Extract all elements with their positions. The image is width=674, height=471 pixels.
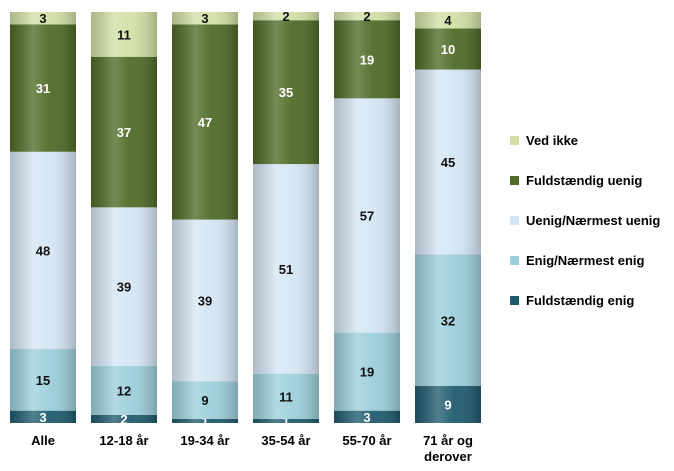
data-label: 47 bbox=[198, 115, 212, 130]
bar-shading bbox=[172, 219, 238, 382]
legend-item-fuldstændig-uenig: Fuldstændig uenig bbox=[510, 173, 642, 188]
x-tick-label: Alle bbox=[31, 433, 55, 448]
legend-swatch bbox=[510, 216, 519, 225]
legend: Ved ikke Fuldstændig uenig Uenig/Nærmest u… bbox=[510, 133, 660, 308]
bar-shading bbox=[334, 98, 400, 333]
x-tick-label: 35-54 år bbox=[261, 433, 310, 448]
data-label: 2 bbox=[120, 412, 127, 427]
legend-item-enig-nærmest-enig: Enig/Nærmest enig bbox=[510, 253, 645, 268]
data-label: 3 bbox=[201, 11, 208, 26]
bar-shading bbox=[172, 381, 238, 419]
data-label: 37 bbox=[117, 125, 131, 140]
data-label: 19 bbox=[360, 52, 374, 67]
bar-shading bbox=[10, 24, 76, 152]
data-label: 3 bbox=[363, 410, 370, 425]
data-label: 39 bbox=[117, 280, 131, 295]
data-label: 2 bbox=[363, 9, 370, 24]
bars-group: 3154831321239371119394731115135231957192… bbox=[10, 9, 481, 429]
bar-shading bbox=[91, 366, 157, 415]
legend-item-ved-ikke: Ved ikke bbox=[510, 133, 578, 148]
data-label: 9 bbox=[201, 393, 208, 408]
x-tick-label: 12-18 år bbox=[99, 433, 148, 448]
bar-shading bbox=[334, 12, 400, 21]
data-label: 3 bbox=[39, 11, 46, 26]
bar-shading bbox=[10, 151, 76, 350]
bar-shading bbox=[334, 332, 400, 411]
legend-item-uenig-nærmest-uenig: Uenig/Nærmest uenig bbox=[510, 213, 660, 228]
data-label: 39 bbox=[198, 294, 212, 309]
bar-shading bbox=[253, 12, 319, 21]
bar-shading bbox=[10, 410, 76, 423]
bar-shading bbox=[253, 373, 319, 419]
data-label: 57 bbox=[360, 208, 374, 223]
legend-label: Ved ikke bbox=[526, 133, 578, 148]
data-label: 1 bbox=[201, 414, 208, 429]
data-label: 15 bbox=[36, 373, 50, 388]
bar-shading bbox=[172, 12, 238, 25]
legend-label: Fuldstændig enig bbox=[526, 293, 634, 308]
bar-shading bbox=[253, 20, 319, 165]
legend-label: Fuldstændig uenig bbox=[526, 173, 642, 188]
data-label: 12 bbox=[117, 383, 131, 398]
data-label: 31 bbox=[36, 81, 50, 96]
legend-swatch bbox=[510, 256, 519, 265]
data-label: 48 bbox=[36, 243, 50, 258]
legend-swatch bbox=[510, 136, 519, 145]
legend-swatch bbox=[510, 176, 519, 185]
data-label: 9 bbox=[444, 398, 451, 413]
bar-shading bbox=[172, 24, 238, 220]
bar-shading bbox=[10, 12, 76, 25]
bar-shading bbox=[415, 254, 481, 387]
data-label: 19 bbox=[360, 365, 374, 380]
data-label: 1 bbox=[282, 414, 289, 429]
legend-swatch bbox=[510, 296, 519, 305]
bar-shading bbox=[415, 12, 481, 29]
data-label: 4 bbox=[444, 13, 452, 28]
x-tick-label: 55-70 år bbox=[342, 433, 391, 448]
bar-shading bbox=[91, 56, 157, 208]
bar-shading bbox=[91, 414, 157, 423]
data-label: 45 bbox=[441, 155, 455, 170]
bar-shading bbox=[91, 12, 157, 57]
bar-shading bbox=[415, 386, 481, 423]
bar-shading bbox=[91, 207, 157, 367]
data-label: 2 bbox=[282, 9, 289, 24]
data-label: 35 bbox=[279, 85, 293, 100]
x-axis-labels: Alle 12-18 år 19-34 år 35-54 år 55-70 år 71 å… bbox=[31, 433, 473, 464]
bar-shading bbox=[10, 349, 76, 411]
bar-shading bbox=[334, 410, 400, 423]
bar-shading bbox=[415, 69, 481, 255]
data-label: 11 bbox=[117, 27, 131, 42]
data-label: 10 bbox=[441, 42, 455, 57]
data-label: 11 bbox=[279, 389, 293, 404]
x-tick-label: 71 år og derover bbox=[423, 433, 473, 464]
bar-shading bbox=[172, 418, 238, 423]
data-label: 3 bbox=[39, 410, 46, 425]
bar-shading bbox=[334, 20, 400, 99]
data-label: 32 bbox=[441, 313, 455, 328]
legend-label: Enig/Nærmest enig bbox=[526, 253, 645, 268]
data-label: 51 bbox=[279, 262, 293, 277]
x-tick-label: 19-34 år bbox=[180, 433, 229, 448]
bar-shading bbox=[253, 418, 319, 423]
bar-shading bbox=[415, 28, 481, 70]
legend-item-fuldstændig-enig: Fuldstændig enig bbox=[510, 293, 634, 308]
bar-shading bbox=[253, 164, 319, 374]
legend-label: Uenig/Nærmest uenig bbox=[526, 213, 660, 228]
